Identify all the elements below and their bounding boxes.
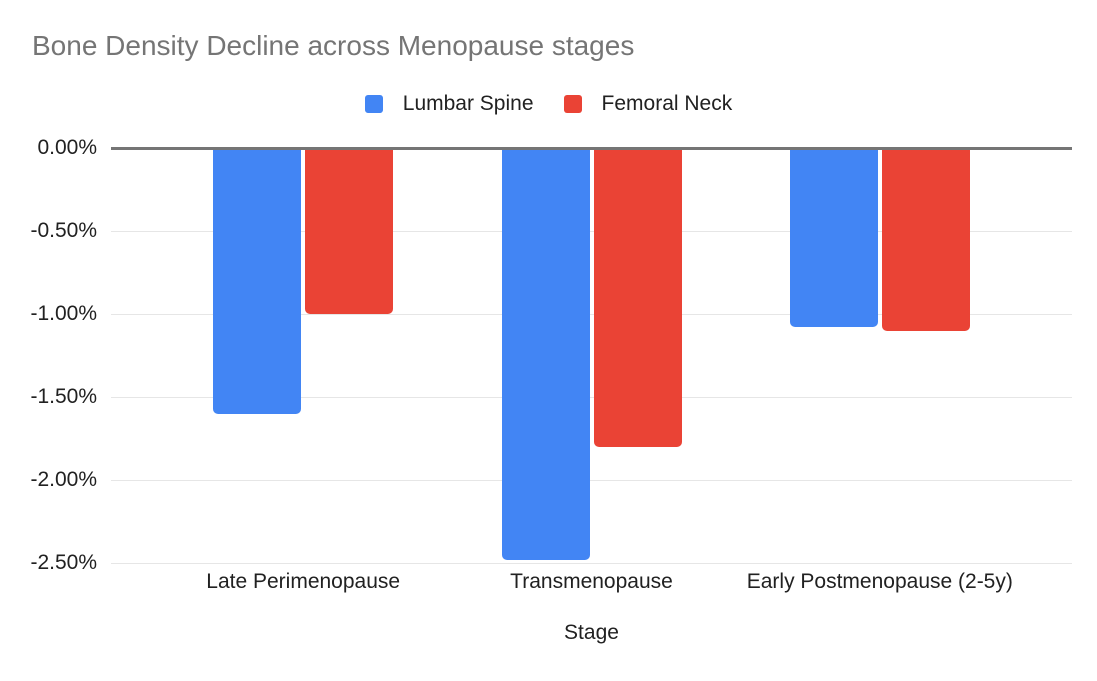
x-axis-title: Stage xyxy=(564,621,619,644)
bar-femoral-neck-group-3 xyxy=(881,148,970,331)
bar-lumbar-spine-group-3 xyxy=(789,148,878,327)
legend: Lumbar Spine Femoral Neck xyxy=(0,90,1097,118)
legend-item-lumbar-spine: Lumbar Spine xyxy=(364,92,534,116)
gridline xyxy=(111,563,1072,564)
y-axis-labels: 0.00% -0.50% -1.00% -1.50% -2.00% -2.50% xyxy=(0,136,97,574)
y-tick-label: -0.50% xyxy=(30,219,97,242)
x-tick-label: Transmenopause xyxy=(510,570,673,593)
y-tick-label: -1.50% xyxy=(30,385,97,408)
zero-baseline xyxy=(111,147,1072,150)
gridline xyxy=(111,231,1072,232)
bar-femoral-neck-group-2 xyxy=(593,148,682,447)
plot-area xyxy=(111,147,1072,564)
y-tick-label: -2.00% xyxy=(30,468,97,491)
gridline xyxy=(111,314,1072,315)
x-axis-labels: Late Perimenopause Transmenopause Early Po… xyxy=(111,570,1072,596)
bar-femoral-neck-group-1 xyxy=(305,148,394,314)
legend-swatch-femoral-neck-icon xyxy=(563,95,582,113)
y-tick-label: -2.50% xyxy=(30,551,97,574)
x-tick-label: Early Postmenopause (2-5y) xyxy=(746,570,1013,593)
x-tick-label: Late Perimenopause xyxy=(206,570,401,593)
y-tick-label: -1.00% xyxy=(30,302,97,325)
legend-swatch-lumbar-spine-icon xyxy=(364,95,383,113)
chart-title: Bone Density Decline across Menopause st… xyxy=(32,30,635,61)
legend-label-lumbar-spine: Lumbar Spine xyxy=(402,92,534,115)
legend-item-femoral-neck: Femoral Neck xyxy=(563,92,733,116)
bar-lumbar-spine-group-1 xyxy=(213,148,302,414)
y-tick-label: 0.00% xyxy=(37,136,97,159)
legend-label-femoral-neck: Femoral Neck xyxy=(601,92,733,115)
gridline xyxy=(111,480,1072,481)
gridline xyxy=(111,397,1072,398)
bar-lumbar-spine-group-2 xyxy=(501,148,590,560)
